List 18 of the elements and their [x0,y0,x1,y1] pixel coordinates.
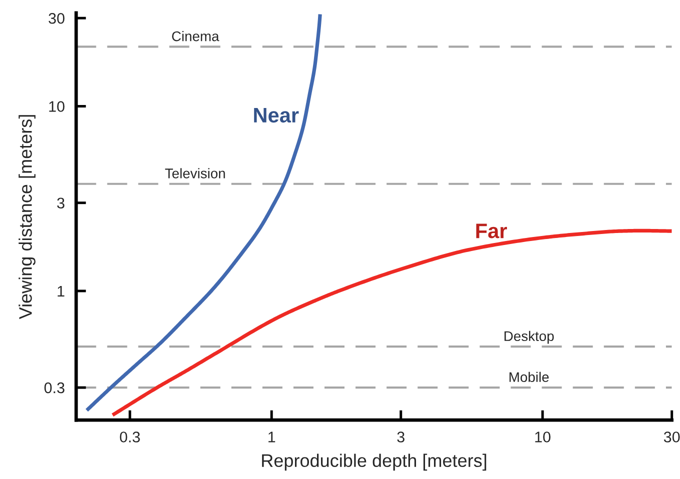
y-tick-label: 1 [58,286,64,297]
series-label: Far [476,224,507,238]
x-axis-title: Reproducible depth [meters] [262,454,486,471]
x-tick-label: 30 [664,432,680,442]
x-tick-label: 10 [535,432,550,442]
ref-line-label: Desktop [504,330,554,344]
ref-line-label: Cinema [172,31,220,42]
y-axis-title: Viewing distance [meters] [18,115,36,320]
ref-line-label: Mobile [510,372,549,382]
y-tick-label: 3 [57,198,64,209]
y-tick-label: 30 [48,12,64,24]
series-label: Near [254,108,299,123]
ref-line-label: Television [165,168,225,178]
x-tick-label: 0.3 [120,432,140,442]
y-tick-label: 0.3 [44,382,64,394]
y-tick-label: 10 [49,101,64,112]
x-tick-label: 1 [268,432,276,442]
x-tick-label: 3 [397,432,404,442]
